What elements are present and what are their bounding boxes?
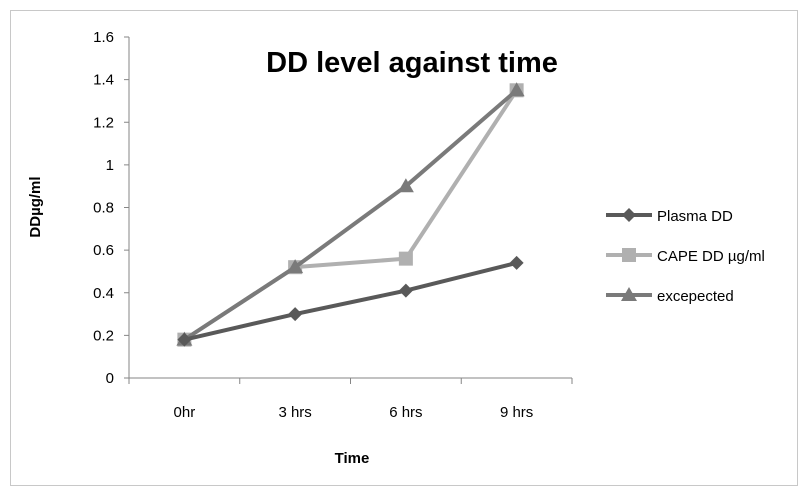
x-tick-label: 3 hrs <box>278 404 311 421</box>
y-axis-title: DDµg/ml <box>27 176 44 237</box>
axes: 0 0.2 0.4 0.6 0.8 1 1.2 1.4 1.6 0hr 3 hrs 6 hrs 9 hr… <box>93 29 573 421</box>
y-tick-label: 1 <box>106 157 114 174</box>
series-line <box>183 260 518 342</box>
legend-label: Plasma DD <box>657 208 733 225</box>
data-point <box>397 178 414 193</box>
y-tick-label: 0.4 <box>93 285 114 302</box>
data-point <box>287 259 304 274</box>
legend-marker <box>622 208 636 222</box>
legend-marker <box>621 287 637 301</box>
data-point <box>288 307 303 322</box>
x-tick-label: 9 hrs <box>500 404 533 421</box>
x-tick-label: 6 hrs <box>389 404 422 421</box>
data-point <box>398 283 413 298</box>
series-2 <box>176 82 525 346</box>
legend-entry: Plasma DD <box>606 208 733 225</box>
data-point <box>508 82 525 97</box>
legend-label: excepected <box>657 288 734 305</box>
legend-label: CAPE DD µg/ml <box>657 248 765 265</box>
chart-frame <box>10 10 798 486</box>
series-0 <box>177 255 524 347</box>
legend-marker <box>622 248 636 262</box>
series-layer <box>176 82 525 347</box>
y-tick-label: 1.4 <box>93 72 114 89</box>
y-tick-label: 1.2 <box>93 114 114 131</box>
data-point <box>398 251 413 266</box>
data-point <box>509 255 524 270</box>
x-axis-title: Time <box>335 450 370 467</box>
legend: Plasma DD CAPE DD µg/ml excepected <box>606 208 765 305</box>
series-1 <box>177 83 524 347</box>
chart-title: DD level against time <box>266 47 558 79</box>
y-tick-label: 0.8 <box>93 200 114 217</box>
data-point <box>177 332 192 347</box>
y-tick-label: 0 <box>106 370 114 387</box>
x-tick-label: 0hr <box>174 404 196 421</box>
legend-entry: CAPE DD µg/ml <box>606 248 765 265</box>
legend-entry: excepected <box>606 287 734 305</box>
y-tick-label: 0.6 <box>93 242 114 259</box>
y-tick-label: 1.6 <box>93 29 114 46</box>
y-tick-label: 0.2 <box>93 327 114 344</box>
series-line <box>183 88 518 342</box>
